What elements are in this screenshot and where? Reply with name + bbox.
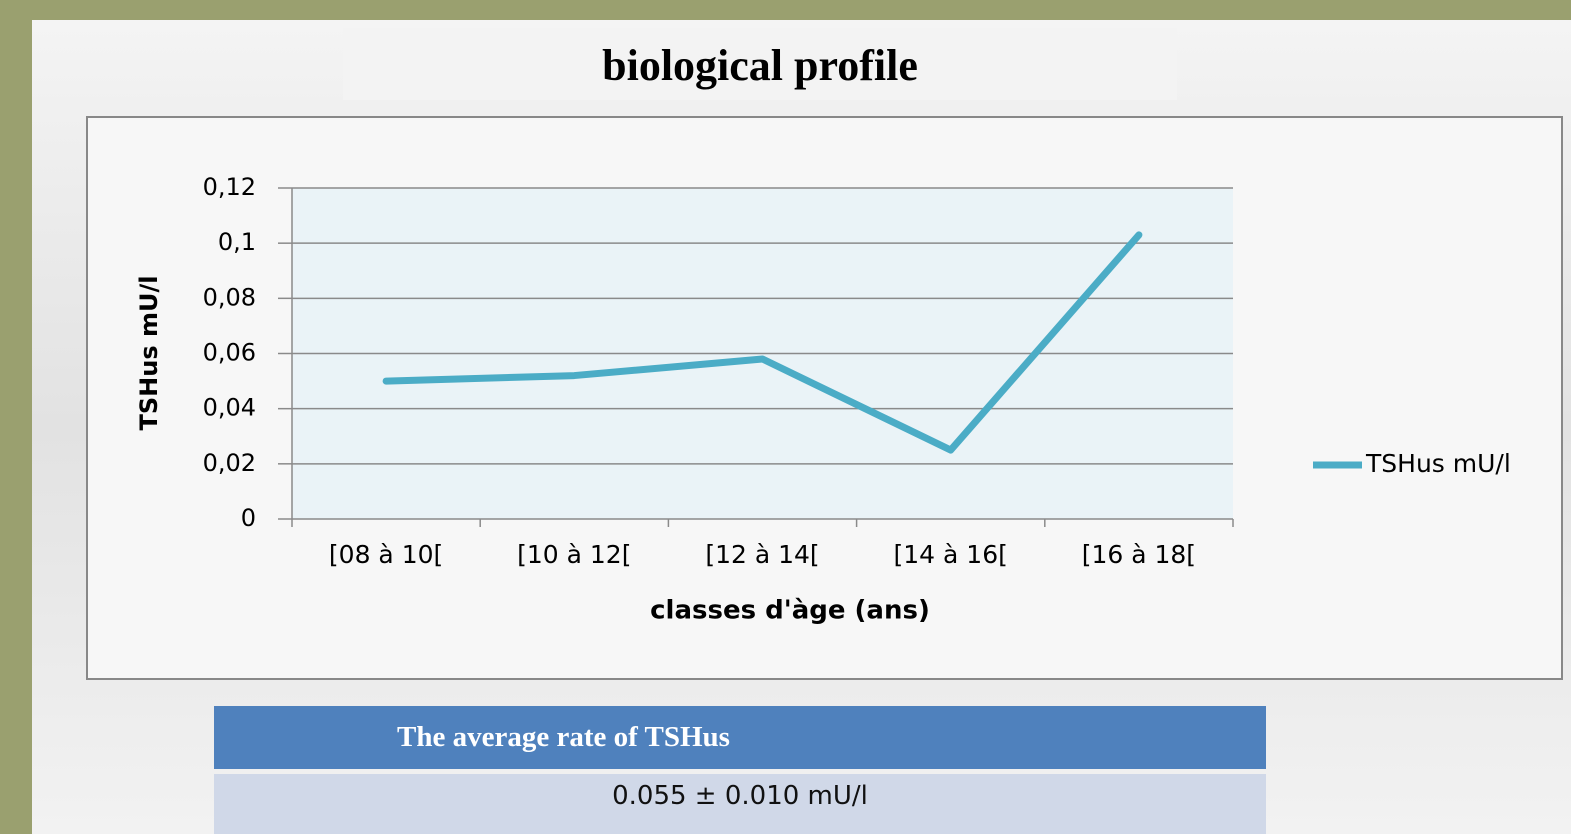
y-tick-label: 0,08 [203,283,256,311]
x-tick-label: [12 à 14[ [705,540,819,569]
y-tick-label: 0 [241,504,256,532]
legend-label: TSHus mU/l [1365,449,1511,478]
y-tick-label: 0,12 [203,173,256,201]
x-axis-label: classes d'àge (ans) [650,596,930,626]
y-tick-label: 0,06 [203,339,256,367]
x-tick-label: [16 à 18[ [1082,540,1196,569]
y-tick-label: 0,1 [218,228,256,256]
x-tick-label: [08 à 10[ [329,540,443,569]
y-tick-label: 0,02 [203,449,256,477]
y-axis-label: TSHus mU/l [135,276,163,431]
slide-title: biological profile [343,28,1177,100]
x-tick-label: [10 à 12[ [517,540,631,569]
table-header: The average rate of TSHus [214,706,1266,769]
data-line [382,231,1143,454]
table-cell: 0.055 ± 0.010 mU/l [214,774,1266,834]
y-tick-label: 0,04 [203,394,256,422]
table: The average rate of TSHus 0.055 ± 0.010 … [214,706,1266,834]
x-tick-label: [14 à 16[ [894,540,1008,569]
